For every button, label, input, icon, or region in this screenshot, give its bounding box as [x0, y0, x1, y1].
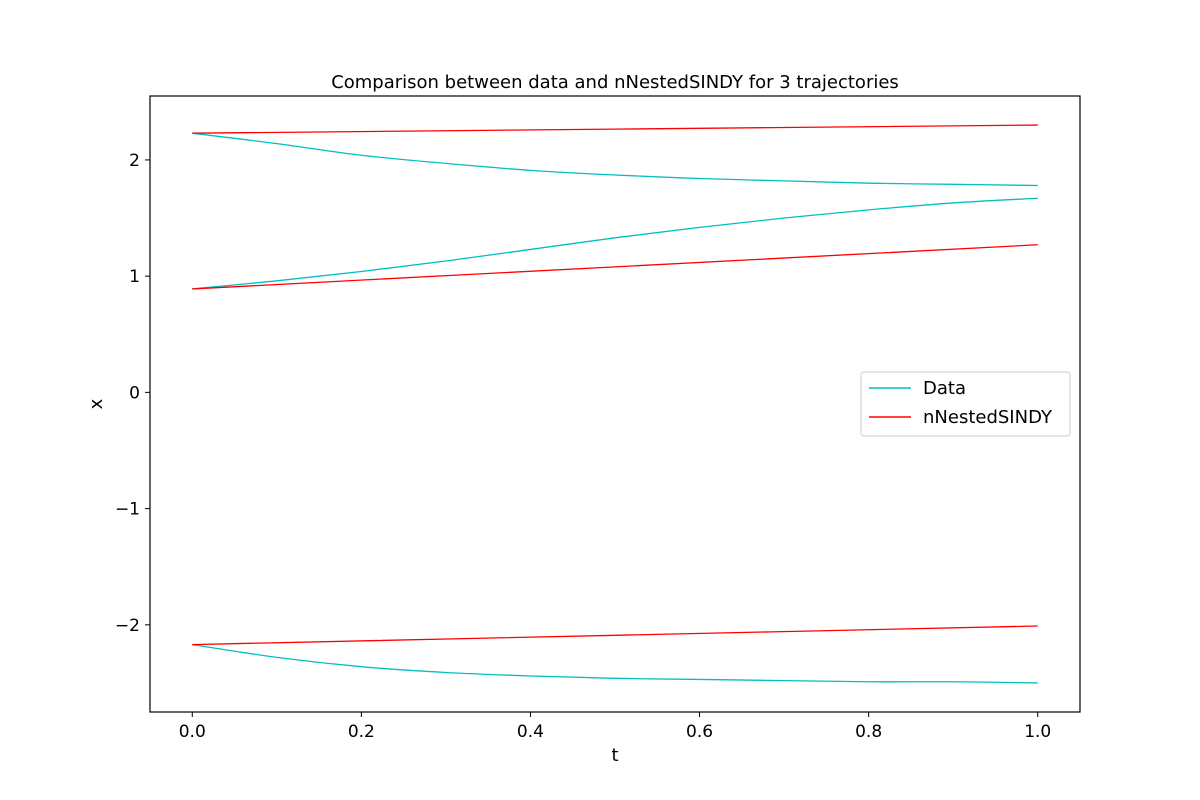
x-axis-label: t [611, 745, 618, 766]
legend-box [860, 371, 1071, 437]
series-nnestedsindy-trajectory-2 [192, 244, 1038, 290]
y-axis-label: x [86, 398, 107, 409]
y-tick-label: 2 [129, 151, 140, 171]
legend-label-data: Data [923, 378, 966, 399]
legend-label-nnestedsindy: nNestedSINDY [923, 407, 1053, 428]
x-tick-label: 0.0 [179, 722, 206, 742]
y-tick-label: −1 [115, 500, 140, 520]
chart-title: Comparison between data and nNestedSINDY… [331, 72, 899, 93]
legend: Data nNestedSINDY [860, 371, 1071, 437]
x-tick-label: 0.4 [517, 722, 544, 742]
axes-frame [149, 95, 1081, 713]
series-data-trajectory-3 [192, 643, 1038, 684]
series-nnestedsindy-trajectory-3 [192, 625, 1038, 646]
y-tick-label: 0 [129, 383, 140, 403]
x-tick-label: 1.0 [1024, 722, 1051, 742]
y-tick-label: −2 [115, 616, 140, 636]
y-ticks: −2 −1 0 1 2 [115, 151, 150, 636]
series-nnestedsindy-trajectory-1 [192, 124, 1038, 134]
x-tick-label: 0.8 [855, 722, 882, 742]
x-tick-label: 0.2 [348, 722, 375, 742]
series-data-trajectory-1 [192, 132, 1038, 187]
series-data-trajectory-2 [192, 197, 1038, 290]
x-ticks: 0.0 0.2 0.4 0.6 0.8 1.0 [179, 712, 1051, 742]
y-tick-label: 1 [129, 267, 140, 287]
x-tick-label: 0.6 [686, 722, 713, 742]
plot-lines [192, 124, 1038, 684]
